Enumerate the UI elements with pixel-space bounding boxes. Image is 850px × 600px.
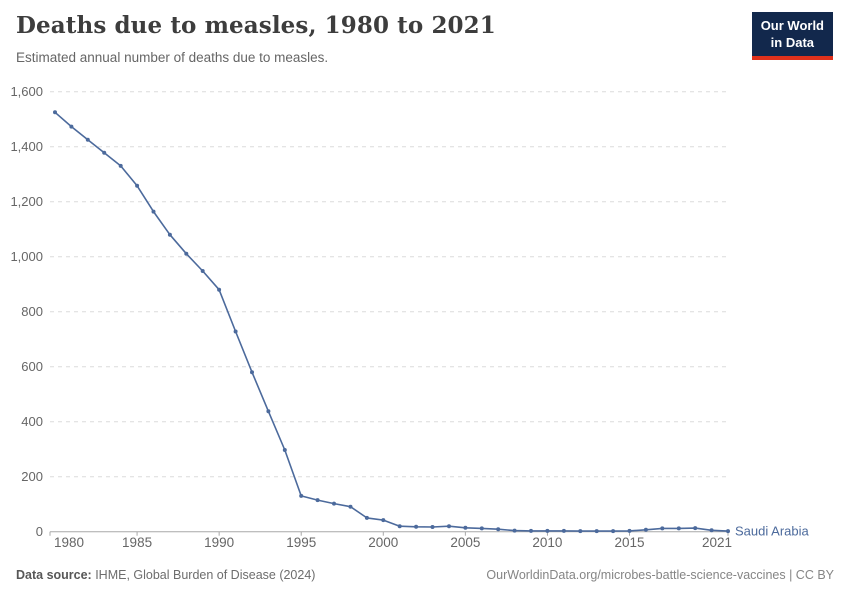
data-point[interactable] <box>250 370 254 375</box>
x-axis-tick-label: 2005 <box>450 535 480 550</box>
owid-logo-line1: Our World <box>760 18 824 33</box>
y-axis-tick-label: 200 <box>21 469 43 484</box>
data-point[interactable] <box>151 209 156 214</box>
y-axis-tick-label: 1,200 <box>10 194 43 209</box>
data-point[interactable] <box>676 526 681 531</box>
y-axis-tick-label: 0 <box>36 524 43 539</box>
data-point[interactable] <box>447 524 451 529</box>
x-axis-tick-label: 1980 <box>54 535 84 550</box>
data-point[interactable] <box>512 528 517 533</box>
data-point[interactable] <box>430 525 435 529</box>
data-point[interactable] <box>299 493 304 498</box>
data-point[interactable] <box>611 529 616 534</box>
x-axis-tick-label: 2010 <box>532 535 562 550</box>
y-axis-tick-label: 1,400 <box>10 139 43 154</box>
series-line[interactable] <box>54 111 729 532</box>
data-point[interactable] <box>561 528 566 533</box>
line-chart[interactable]: 0 200 400 600 800 1,000 1,200 1,400 1,600 1980 198… <box>0 80 850 560</box>
x-axis-tick-label: 2021 <box>702 535 732 550</box>
data-point[interactable] <box>233 329 238 334</box>
series-end-label[interactable]: Saudi Arabia <box>735 524 809 539</box>
data-point[interactable] <box>282 448 287 452</box>
data-point[interactable] <box>118 163 123 168</box>
data-point[interactable] <box>69 124 74 129</box>
y-axis-tick-label: 400 <box>21 414 43 429</box>
x-axis-tick-label: 1990 <box>204 535 234 550</box>
data-source: Data source: IHME, Global Burden of Dise… <box>16 568 315 582</box>
x-axis-tick-label: 2000 <box>368 535 398 550</box>
x-axis-tick-label: 1995 <box>286 535 316 550</box>
data-point[interactable] <box>102 150 107 155</box>
data-point[interactable] <box>479 526 484 531</box>
data-point[interactable] <box>578 529 583 534</box>
data-point[interactable] <box>726 529 730 534</box>
data-point[interactable] <box>332 501 336 506</box>
data-point[interactable] <box>529 528 533 533</box>
data-point[interactable] <box>348 504 353 509</box>
credit-line: OurWorldinData.org/microbes-battle-scien… <box>486 568 834 582</box>
data-source-text: IHME, Global Burden of Disease (2024) <box>91 568 316 582</box>
data-point[interactable] <box>85 137 90 142</box>
owid-logo: Our World in Data <box>751 12 833 60</box>
y-axis-tick-label: 1,600 <box>10 84 43 99</box>
chart-subtitle: Estimated annual number of deaths due to… <box>16 50 329 65</box>
data-point[interactable] <box>315 498 320 503</box>
y-axis-tick-label: 600 <box>21 359 43 374</box>
data-point[interactable] <box>496 527 501 532</box>
data-point[interactable] <box>397 524 402 529</box>
page-title: Deaths due to measles, 1980 to 2021 <box>16 12 496 39</box>
data-point[interactable] <box>414 524 419 529</box>
x-axis-tick-label: 2015 <box>614 535 644 550</box>
x-axis-tick-label: 1985 <box>122 535 152 550</box>
data-point[interactable] <box>643 527 648 532</box>
owid-logo-line2: in Data <box>770 34 815 50</box>
data-point[interactable] <box>660 526 665 531</box>
data-point[interactable] <box>463 525 468 530</box>
data-point[interactable] <box>594 529 599 534</box>
data-point[interactable] <box>627 528 632 533</box>
data-point[interactable] <box>266 409 271 414</box>
data-point[interactable] <box>217 287 222 292</box>
data-source-label: Data source: <box>16 568 92 582</box>
y-axis-tick-label: 1,000 <box>10 249 43 264</box>
data-point[interactable] <box>709 528 714 533</box>
data-point[interactable] <box>364 515 369 520</box>
y-axis-tick-label: 800 <box>21 304 43 319</box>
data-point[interactable] <box>135 183 140 188</box>
data-point[interactable] <box>693 526 698 531</box>
data-point[interactable] <box>545 528 550 533</box>
data-point[interactable] <box>167 232 172 237</box>
data-point[interactable] <box>53 110 57 115</box>
data-point[interactable] <box>200 269 205 273</box>
data-point[interactable] <box>184 251 189 256</box>
data-point[interactable] <box>381 518 386 523</box>
chart-footer: Data source: IHME, Global Burden of Dise… <box>16 568 834 582</box>
